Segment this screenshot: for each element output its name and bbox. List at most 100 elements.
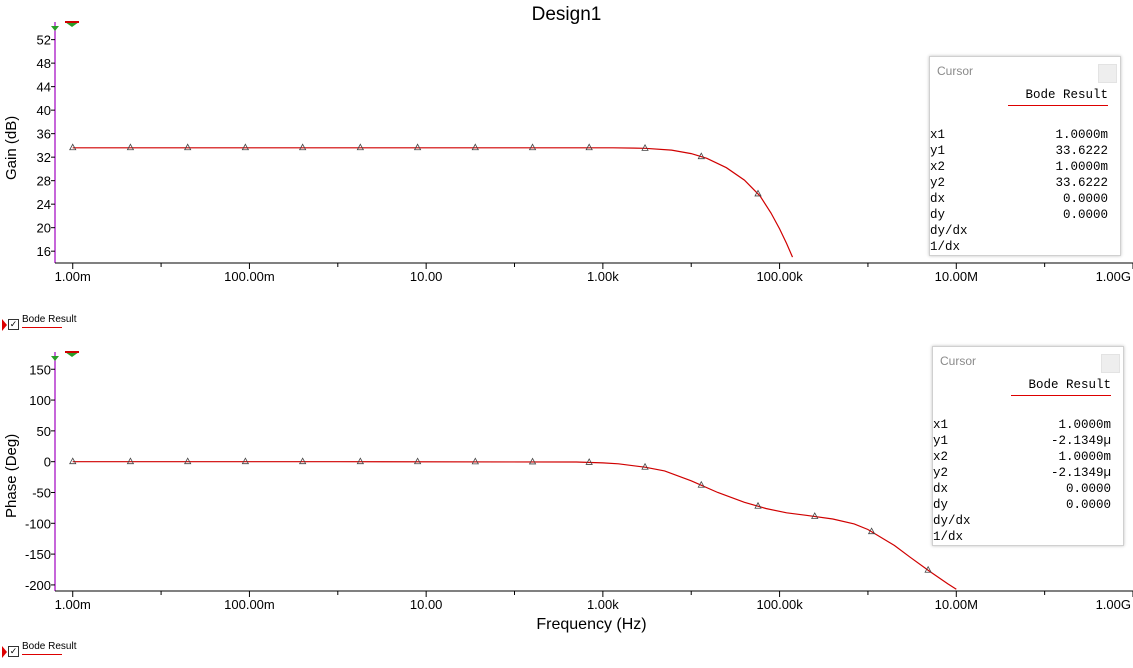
- data-marker: [298, 143, 307, 151]
- cursor-row-key: x1: [933, 418, 949, 432]
- close-icon[interactable]: [1101, 354, 1120, 373]
- x-tick-label: 1.00m: [55, 269, 91, 284]
- cursor-row: dy 0.0000: [930, 208, 1120, 224]
- data-marker: [754, 501, 762, 509]
- cursor-row-value: 1.0000m: [1055, 160, 1108, 174]
- data-marker: [697, 152, 705, 160]
- frequency-axis-label: Frequency (Hz): [536, 616, 647, 633]
- data-marker: [241, 457, 250, 465]
- x-tick-label: 1.00m: [55, 597, 91, 612]
- cursor-row-value: 0.0000: [1065, 498, 1111, 512]
- y-tick-label: 150: [29, 362, 51, 377]
- cursor-row-value: 0.0000: [1065, 482, 1111, 496]
- x-tick-label: 100.00m: [224, 597, 275, 612]
- y-tick-label: -200: [25, 578, 51, 593]
- cursor-row: x2 1.0000m: [933, 450, 1123, 466]
- phase-axis-label: Phase (Deg): [3, 433, 20, 518]
- y-tick-label: 32: [37, 150, 51, 165]
- cursor-row-key: dy: [933, 498, 949, 512]
- y-tick-label: 36: [37, 127, 51, 142]
- cursor-row-key: 1/dx: [930, 240, 961, 254]
- cursor-row: y2 33.6222: [930, 176, 1120, 192]
- cursor-result-swatch: [1011, 395, 1111, 396]
- x-tick-label: 10.00: [410, 269, 443, 284]
- cursor-marker-icon: [51, 356, 59, 361]
- cursor-row-value: -2.1349µ: [1050, 466, 1111, 480]
- x-tick-label: 10.00M: [935, 269, 978, 284]
- cursor-marker-icon: [65, 22, 79, 27]
- series-line: [72, 461, 957, 590]
- series-line: [72, 147, 794, 258]
- data-marker: [585, 458, 593, 465]
- cursor-row-value: 1.0000m: [1058, 418, 1111, 432]
- y-tick-label: 40: [37, 103, 51, 118]
- x-tick-label: 100.00k: [756, 269, 803, 284]
- phase-cursor-panel[interactable]: Cursor Bode Result x1 1.0000m y1 -2.1349µ x2…: [932, 346, 1124, 546]
- y-tick-label: 24: [37, 197, 51, 212]
- legend-checkbox[interactable]: ✓: [8, 646, 19, 657]
- y-tick-label: 28: [37, 174, 51, 189]
- x-tick-label: 100.00m: [224, 269, 275, 284]
- legend-arrow-icon: [2, 319, 7, 331]
- data-marker: [241, 143, 250, 151]
- legend-checkbox[interactable]: ✓: [8, 319, 19, 330]
- data-marker: [641, 144, 649, 151]
- gain-axis-label: Gain (dB): [3, 115, 20, 180]
- cursor-row: dx 0.0000: [933, 482, 1123, 498]
- gain-cursor-panel[interactable]: Cursor Bode Result x1 1.0000m y1 33.6222 x2 1…: [929, 56, 1121, 256]
- y-tick-label: 44: [37, 80, 51, 95]
- y-tick-label: 16: [37, 244, 51, 259]
- legend-line-swatch: [22, 654, 62, 655]
- cursor-row-key: x2: [930, 160, 946, 174]
- data-marker: [697, 480, 705, 488]
- data-marker: [298, 457, 307, 465]
- cursor-row-key: dy/dx: [933, 514, 971, 528]
- x-tick-label: 10.00: [410, 597, 443, 612]
- data-marker: [184, 143, 192, 151]
- x-tick-label: 1.00k: [587, 597, 619, 612]
- cursor-row: dy 0.0000: [933, 498, 1123, 514]
- cursor-row: y2 -2.1349µ: [933, 466, 1123, 482]
- data-marker: [471, 457, 479, 465]
- cursor-row-value: 0.0000: [1062, 192, 1108, 206]
- legend-label: Bode Result: [22, 314, 77, 325]
- y-tick-label: 48: [37, 56, 51, 71]
- data-marker: [69, 457, 77, 465]
- y-tick-label: 20: [37, 221, 51, 236]
- data-marker: [528, 457, 537, 465]
- chart-title: Design1: [531, 4, 602, 25]
- y-tick-label: 100: [29, 393, 51, 408]
- cursor-row-value: 33.6222: [1055, 144, 1108, 158]
- y-tick-label: 0: [44, 455, 51, 470]
- cursor-marker-icon: [65, 352, 79, 357]
- cursor-result-swatch: [1008, 105, 1108, 106]
- data-marker: [126, 457, 135, 465]
- cursor-row-value: -2.1349µ: [1050, 434, 1111, 448]
- x-tick-label: 10.00M: [935, 597, 978, 612]
- cursor-row: y1 -2.1349µ: [933, 434, 1123, 450]
- x-tick-label: 1.00G: [1096, 269, 1131, 284]
- cursor-row-key: dy/dx: [930, 224, 968, 238]
- legend-arrow-icon: [2, 646, 7, 658]
- cursor-row-key: x1: [930, 128, 946, 142]
- legend-line-swatch: [22, 327, 62, 328]
- cursor-row: dy/dx: [933, 514, 1123, 530]
- data-marker: [413, 143, 422, 151]
- y-tick-label: -150: [25, 547, 51, 562]
- cursor-row-key: y2: [933, 466, 949, 480]
- data-marker: [924, 565, 932, 573]
- y-tick-label: -100: [25, 516, 51, 531]
- cursor-marker-icon: [51, 26, 59, 31]
- close-icon[interactable]: [1098, 64, 1117, 83]
- cursor-row-key: y1: [933, 434, 949, 448]
- cursor-row-value: 33.6222: [1055, 176, 1108, 190]
- x-tick-label: 1.00G: [1096, 597, 1131, 612]
- cursor-readout: x1 1.0000m y1 -2.1349µ x2 1.0000m y2 -2.1349µ dx…: [933, 418, 1123, 546]
- cursor-row: y1 33.6222: [930, 144, 1120, 160]
- data-marker: [585, 143, 593, 151]
- data-marker: [641, 462, 649, 470]
- cursor-header: Cursor: [937, 64, 974, 78]
- cursor-row: x1 1.0000m: [930, 128, 1120, 144]
- legend-label: Bode Result: [22, 641, 77, 652]
